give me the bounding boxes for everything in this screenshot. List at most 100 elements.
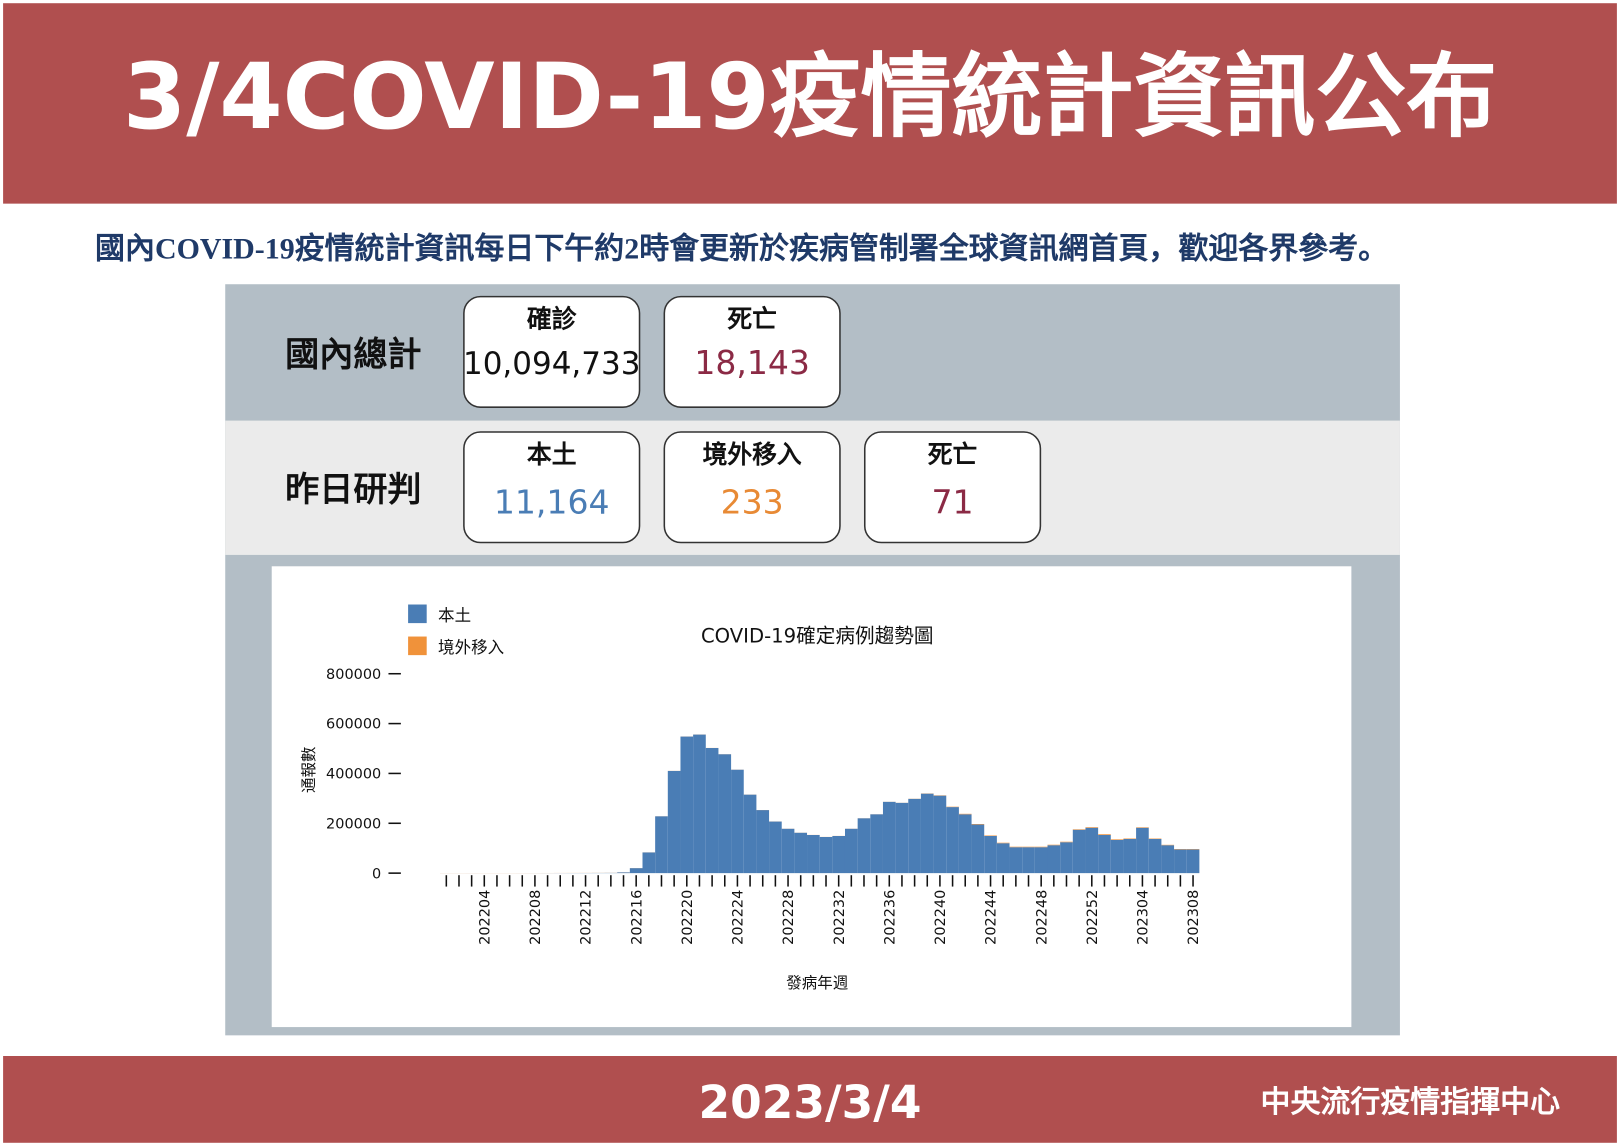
x-tick-label: 202204 xyxy=(477,890,493,945)
bar xyxy=(756,810,770,874)
bar xyxy=(933,795,947,874)
bar xyxy=(908,798,921,874)
bar xyxy=(1161,845,1175,874)
stat-value: 18,143 xyxy=(694,343,810,382)
bar xyxy=(667,770,681,874)
chart-title: COVID-19確定病例趨勢圖 xyxy=(701,625,934,648)
bar xyxy=(794,832,808,874)
bar xyxy=(1098,834,1111,874)
bar xyxy=(984,835,997,874)
bar xyxy=(629,868,643,874)
stat-label: 境外移入 xyxy=(703,440,802,469)
x-tick-label: 202216 xyxy=(629,890,645,945)
bar xyxy=(1085,827,1099,874)
footer-date: 2023/3/4 xyxy=(699,1076,922,1129)
bar xyxy=(1136,827,1149,874)
bar xyxy=(807,834,820,874)
bar xyxy=(617,872,630,874)
bar xyxy=(1085,827,1099,828)
x-tick-label: 202304 xyxy=(1136,890,1152,945)
stat-label: 確診 xyxy=(527,305,577,334)
x-tick-label: 202212 xyxy=(579,890,595,945)
stat-label: 本土 xyxy=(527,440,577,469)
bar xyxy=(655,816,668,874)
y-tick-label: 200000 xyxy=(326,816,381,832)
bar xyxy=(844,828,858,874)
x-tick-label: 202308 xyxy=(1186,890,1202,945)
bar xyxy=(743,794,757,874)
x-tick-label: 202240 xyxy=(933,890,949,945)
legend-label: 境外移入 xyxy=(438,638,504,657)
row-label: 國內總計 xyxy=(285,335,421,375)
bar xyxy=(882,801,896,874)
footer-band xyxy=(3,1056,1617,1143)
bar xyxy=(870,814,883,874)
bar xyxy=(920,793,934,874)
x-tick-label: 202228 xyxy=(781,890,797,945)
y-tick-label: 0 xyxy=(372,866,381,882)
bar xyxy=(1034,847,1048,874)
legend-swatch xyxy=(408,636,427,656)
bar xyxy=(1047,845,1061,874)
bar xyxy=(642,852,656,874)
legend-label: 本土 xyxy=(438,606,471,625)
x-tick-label: 202208 xyxy=(528,890,544,945)
y-tick-label: 800000 xyxy=(326,667,381,683)
stat-card xyxy=(863,431,1042,544)
bar xyxy=(857,818,871,874)
stat-card xyxy=(463,295,641,408)
x-tick-label: 202224 xyxy=(731,890,747,945)
stat-value: 71 xyxy=(932,483,974,522)
bar xyxy=(1110,839,1124,840)
x-tick-label: 202248 xyxy=(1034,890,1050,945)
stat-value: 10,094,733 xyxy=(463,346,640,382)
bar xyxy=(1009,847,1023,874)
bar xyxy=(1110,839,1124,874)
bar xyxy=(1072,829,1086,874)
x-tick-label: 202244 xyxy=(984,890,1000,945)
bar xyxy=(1022,847,1035,874)
stat-label: 死亡 xyxy=(727,305,777,334)
bar xyxy=(819,836,833,874)
footer-org: 中央流行疫情指揮中心 xyxy=(1261,1085,1561,1120)
bar xyxy=(1098,834,1111,835)
y-tick-label: 400000 xyxy=(326,767,381,783)
y-tick-label: 600000 xyxy=(326,717,381,733)
bar xyxy=(731,769,744,874)
y-axis-label: 通報數 xyxy=(300,747,318,793)
subtitle: 國內COVID-19疫情統計資訊每日下午約2時會更新於疾病管制署全球資訊網首頁，… xyxy=(95,231,1388,265)
bar xyxy=(895,802,909,874)
bar xyxy=(996,843,1010,874)
header-title: 3/4COVID-19疫情統計資訊公布 xyxy=(123,45,1497,150)
chart-area xyxy=(271,566,1352,1028)
bar xyxy=(1186,849,1200,874)
stat-value: 233 xyxy=(721,483,784,522)
bar xyxy=(971,824,985,874)
stat-card xyxy=(663,295,841,408)
row-label: 昨日研判 xyxy=(285,470,421,510)
x-axis-label: 發病年週 xyxy=(786,974,848,992)
x-tick-label: 202236 xyxy=(882,890,898,945)
bar xyxy=(1148,838,1162,874)
stat-value: 11,164 xyxy=(494,483,610,522)
stat-card xyxy=(663,431,841,544)
bar xyxy=(781,828,795,874)
bar xyxy=(693,734,706,874)
bar xyxy=(1123,838,1137,874)
bar xyxy=(769,821,782,874)
x-tick-label: 202252 xyxy=(1085,890,1101,945)
bar xyxy=(718,754,732,874)
x-tick-label: 202220 xyxy=(680,890,696,945)
bar xyxy=(680,736,694,874)
x-tick-label: 202232 xyxy=(832,890,848,945)
bar xyxy=(832,835,845,874)
bar xyxy=(958,814,972,874)
header-band xyxy=(3,3,1617,204)
stat-card xyxy=(463,431,641,544)
bar xyxy=(946,807,959,874)
stat-label: 死亡 xyxy=(928,440,978,469)
bar xyxy=(1060,842,1073,874)
bar xyxy=(1174,849,1187,874)
